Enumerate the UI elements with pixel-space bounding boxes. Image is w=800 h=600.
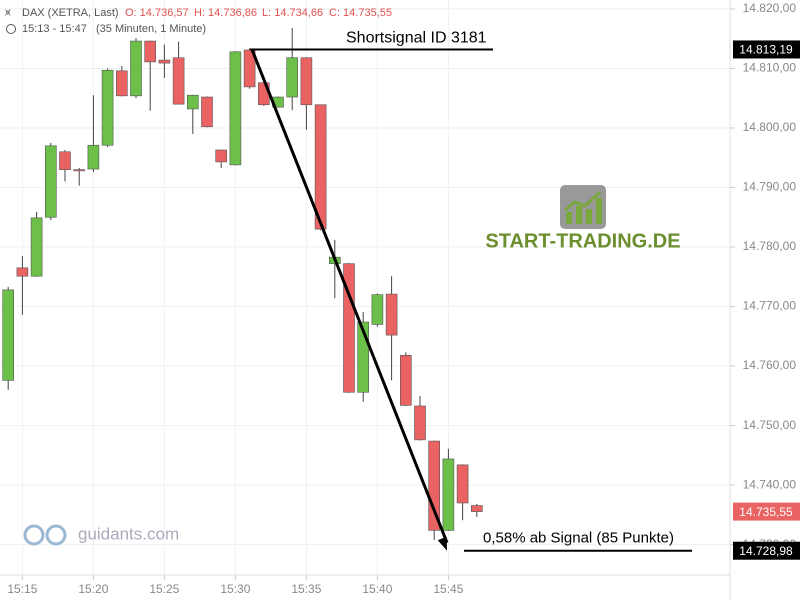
candle-body <box>59 151 71 170</box>
candle-body <box>300 57 313 106</box>
y-tick-label: 14.740,00 <box>743 477 797 491</box>
candle-body <box>215 149 227 163</box>
x-tick-label: 15:20 <box>78 582 108 596</box>
symbol: DAX (XETRA, Last) <box>22 7 119 19</box>
x-tick-label: 15:25 <box>149 582 179 596</box>
result-label: 0,58% ab Signal (85 Punkte) <box>483 530 674 547</box>
candle-body <box>158 59 171 64</box>
candle-body <box>371 294 384 325</box>
y-tick-label: 14.750,00 <box>743 418 797 432</box>
logo-line <box>564 190 602 212</box>
period: (35 Minuten, 1 Minute) <box>96 23 206 35</box>
source-text: guidants.com <box>78 524 179 543</box>
price-tag <box>733 502 800 521</box>
candle-body <box>343 263 355 393</box>
candle-body <box>101 69 114 146</box>
candle-body <box>470 505 483 512</box>
low-value: L: 14.734,66 <box>262 7 323 19</box>
price-tag-label: 14.735,55 <box>739 505 793 519</box>
logo-bar <box>576 206 582 224</box>
candle-body <box>442 458 455 531</box>
y-tick-label: 14.790,00 <box>743 180 797 194</box>
signal-label: Shortsignal ID 3181 <box>346 30 487 47</box>
y-tick-label: 14.810,00 <box>743 61 797 75</box>
time-range: 15:13 - 15:47 <box>22 23 87 35</box>
candle-body <box>116 70 128 97</box>
y-tick-label: 14.820,00 <box>743 1 797 15</box>
candle-body <box>286 57 299 98</box>
arrow-head <box>437 536 447 551</box>
candle-body <box>73 169 85 172</box>
candle-body <box>314 104 327 230</box>
brand-text: START-TRADING.DE <box>485 230 680 252</box>
candle-body <box>172 57 185 105</box>
candle-body <box>201 96 213 128</box>
y-tick-label: 14.800,00 <box>743 120 797 134</box>
annotations: Shortsignal ID 3181 0,58% ab Signal (85 P… <box>250 30 692 552</box>
y-tick-label: 14.760,00 <box>743 358 797 372</box>
candle-body <box>385 293 398 336</box>
logo-bar <box>586 209 592 224</box>
close-value: C: 14.735,55 <box>329 7 392 19</box>
logo-bar <box>566 212 572 224</box>
price-tag-label: 14.813,19 <box>739 43 793 57</box>
logo-ring <box>45 524 67 546</box>
candle-body <box>428 440 441 531</box>
candle-body <box>414 405 426 441</box>
x-tick-label: 15:40 <box>362 582 392 596</box>
x-tick-label: 15:15 <box>7 582 37 596</box>
logo-bar <box>596 198 602 224</box>
candle-body <box>187 94 199 110</box>
candle-body <box>16 267 29 277</box>
candle-body <box>399 355 412 406</box>
price-tag <box>733 541 800 560</box>
x-tick-label: 15:30 <box>220 582 250 596</box>
candle-body <box>243 49 256 88</box>
open-value: O: 14.736,57 <box>125 7 189 19</box>
candle-body <box>44 145 57 218</box>
candle-body <box>87 144 100 170</box>
source-logo: guidants.com <box>23 524 179 546</box>
candle-body <box>357 321 370 393</box>
candle-body <box>130 40 142 97</box>
chart-icon: ⩙ <box>5 8 11 19</box>
y-tick-label: 14.780,00 <box>743 239 797 253</box>
x-tick-label: 15:35 <box>291 582 321 596</box>
y-tick-label: 14.770,00 <box>743 299 797 313</box>
high-value: H: 14.736,86 <box>194 7 257 19</box>
candle-body <box>144 40 156 63</box>
candle-body <box>229 51 242 166</box>
clock-icon <box>6 24 16 34</box>
candle-body <box>30 217 43 277</box>
candles <box>2 27 483 540</box>
price-tag <box>733 40 800 59</box>
trend-arrow <box>250 48 449 544</box>
logo-ring <box>23 524 45 546</box>
price-tag-label: 14.728,98 <box>739 544 793 558</box>
header: ⩙ DAX (XETRA, Last) O: 14.736,57 H: 14.7… <box>5 7 392 35</box>
candle-body <box>456 464 469 504</box>
candle-body <box>2 289 14 381</box>
brand-logo: START-TRADING.DE <box>485 185 681 252</box>
x-tick-label: 15:45 <box>433 582 463 596</box>
